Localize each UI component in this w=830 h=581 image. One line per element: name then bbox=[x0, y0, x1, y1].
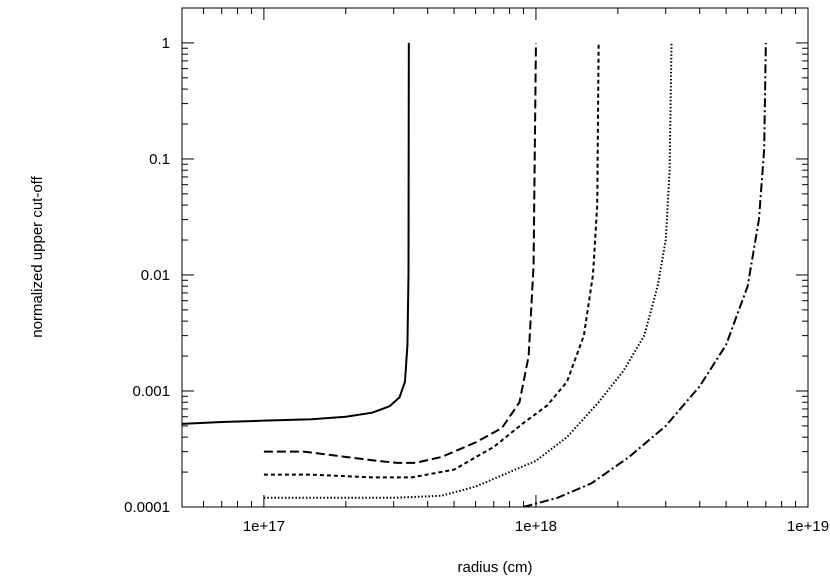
x-tick-label: 1e+19 bbox=[787, 518, 829, 535]
y-tick-label: 0.001 bbox=[132, 383, 170, 400]
y-tick-label: 0.1 bbox=[149, 151, 170, 168]
y-tick-label: 0.01 bbox=[141, 267, 170, 284]
series-line-5 bbox=[523, 42, 767, 507]
series-line-3 bbox=[263, 42, 600, 479]
series-line-4 bbox=[263, 42, 673, 499]
y-tick-label: 0.0001 bbox=[124, 499, 170, 516]
x-tick-label: 1e+18 bbox=[515, 518, 557, 535]
tick-labels: 1e+17 1e+18 1e+19 1 0.1 0.01 0.001 0.0001 bbox=[124, 35, 829, 535]
x-tick-label: 1e+17 bbox=[243, 518, 285, 535]
series-line-1 bbox=[182, 42, 410, 425]
series-line-2 bbox=[263, 42, 537, 464]
x-axis-label: radius (cm) bbox=[457, 559, 532, 576]
plot-area-frame bbox=[181, 7, 809, 508]
plot-curves bbox=[182, 42, 767, 507]
y-tick-label: 1 bbox=[162, 35, 170, 52]
y-axis-label: normalized upper cut-off bbox=[29, 175, 46, 337]
axis-ticks bbox=[181, 7, 809, 508]
